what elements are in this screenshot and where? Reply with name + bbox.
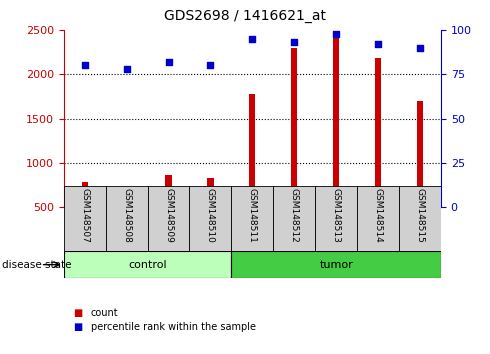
Point [332, 31, 340, 36]
Text: ■: ■ [74, 308, 83, 318]
Bar [333, 37, 340, 207]
Point [416, 45, 424, 51]
Point [81, 63, 89, 68]
Bar [207, 178, 214, 207]
Text: GDS2698 / 1416621_at: GDS2698 / 1416621_at [164, 9, 326, 23]
Bar [417, 101, 423, 207]
Text: percentile rank within the sample: percentile rank within the sample [91, 322, 256, 332]
Text: GSM148513: GSM148513 [332, 188, 341, 243]
Point [122, 66, 130, 72]
Text: GSM148512: GSM148512 [290, 188, 299, 243]
Text: GSM148509: GSM148509 [164, 188, 173, 243]
Point [206, 63, 214, 68]
Text: GSM148515: GSM148515 [416, 188, 424, 243]
Text: count: count [91, 308, 118, 318]
Bar [147, 186, 190, 251]
Bar [375, 58, 381, 207]
Bar [273, 186, 315, 251]
Bar [106, 186, 147, 251]
Point [165, 59, 172, 65]
Text: GSM148510: GSM148510 [206, 188, 215, 243]
Text: GSM148511: GSM148511 [248, 188, 257, 243]
Bar [81, 182, 88, 207]
Bar [399, 186, 441, 251]
Bar [249, 94, 255, 207]
Bar [64, 251, 231, 278]
Text: control: control [128, 259, 167, 270]
Bar [357, 186, 399, 251]
Text: GSM148508: GSM148508 [122, 188, 131, 243]
Bar [190, 186, 231, 251]
Text: ■: ■ [74, 322, 83, 332]
Text: GSM148514: GSM148514 [373, 188, 383, 243]
Text: disease state: disease state [2, 259, 72, 270]
Bar [165, 175, 172, 207]
Bar [231, 251, 441, 278]
Text: GSM148507: GSM148507 [80, 188, 89, 243]
Point [248, 36, 256, 42]
Point [374, 41, 382, 47]
Bar [123, 198, 130, 207]
Bar [291, 48, 297, 207]
Bar [64, 186, 106, 251]
Bar [231, 186, 273, 251]
Bar [315, 186, 357, 251]
Point [291, 40, 298, 45]
Text: tumor: tumor [319, 259, 353, 270]
